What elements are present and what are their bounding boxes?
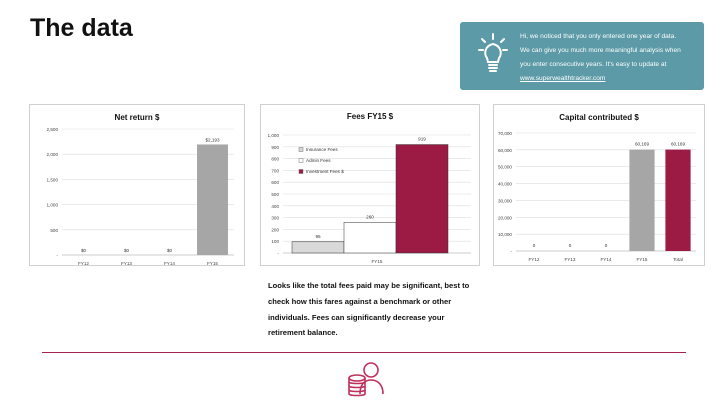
x-tick-label: FY12 (78, 261, 89, 265)
y-tick-label: 40,000 (498, 182, 512, 187)
legend-label: Insurance Fees (306, 147, 338, 152)
data-label: 0 (569, 243, 572, 248)
y-tick-label: - (277, 251, 279, 256)
bar (343, 222, 397, 254)
y-tick-label: 800 (271, 157, 279, 162)
chart-title: Fees FY15 $ (347, 112, 394, 121)
data-label: 0 (605, 243, 608, 248)
x-tick-label: FY15 (207, 261, 218, 265)
x-tick-label: Total (673, 257, 683, 262)
x-tick-label: FY15 (372, 259, 383, 264)
y-tick-label: 30,000 (498, 198, 512, 203)
fees-chart-panel: Fees FY15 $ - 100 200 300 400 500 600 700 800 900 1… (260, 104, 480, 266)
tip-link[interactable]: www.superwealthtracker.com (520, 75, 606, 82)
chart-title: Capital contributed $ (559, 113, 639, 122)
data-label: 95 (315, 234, 321, 239)
x-tick-label: FY14 (164, 261, 175, 265)
y-tick-label: 1,500 (47, 177, 59, 182)
y-tick-label: 2,500 (47, 127, 59, 132)
y-tick-label: 1,000 (47, 203, 59, 208)
bar (665, 149, 691, 251)
fees-commentary: Looks like the total fees paid may be si… (268, 281, 470, 338)
page-title: The data (30, 14, 133, 42)
y-tick-label: 1,000 (268, 133, 280, 138)
x-tick-label: FY14 (601, 257, 612, 262)
tip-line: Hi, we noticed that you only entered one… (520, 33, 677, 40)
legend-label: Admin Fees (306, 158, 331, 163)
y-tick-label: 70,000 (498, 131, 512, 136)
y-tick-label: 20,000 (498, 215, 512, 220)
legend-swatch (298, 158, 304, 163)
capital-chart-panel: Capital contributed $ - 10,000 20,000 30,000… (493, 104, 705, 266)
legend-label: Investment Fees $ (306, 169, 344, 174)
data-label: 260 (366, 214, 374, 219)
data-label: $0 (167, 248, 173, 253)
y-tick-label: 300 (271, 216, 279, 221)
y-tick-label: 2,000 (47, 152, 59, 157)
capital-chart: Capital contributed $ - 10,000 20,000 30,000… (498, 113, 696, 262)
net-return-chart: Net return $ - 500 1,000 1,500 2,000 2,500 $0 FY… (47, 113, 234, 265)
bar (291, 241, 345, 254)
y-tick-label: 400 (271, 204, 279, 209)
chart-title: Net return $ (115, 113, 160, 122)
divider (42, 352, 686, 353)
data-label: $0 (124, 248, 130, 253)
y-tick-label: 100 (271, 239, 279, 244)
data-label: 0 (533, 243, 536, 248)
x-tick-label: FY12 (529, 257, 540, 262)
data-label: 60,169 (635, 142, 649, 147)
x-tick-label: FY13 (565, 257, 576, 262)
y-tick-label: 600 (271, 180, 279, 185)
y-tick-label: 900 (271, 145, 279, 150)
y-tick-label: 700 (271, 168, 279, 173)
y-tick-label: 50,000 (498, 165, 512, 170)
tip-line: We can give you much more meaningful ana… (520, 47, 681, 54)
y-tick-label: 10,000 (498, 232, 512, 237)
data-label: 919 (418, 137, 426, 142)
net-return-chart-panel: Net return $ - 500 1,000 1,500 2,000 2,500 $0 FY… (29, 104, 245, 266)
data-label: $2,193 (205, 137, 219, 142)
y-tick-label: - (510, 249, 512, 254)
bar (197, 144, 228, 255)
lightbulb-icon (478, 33, 508, 72)
tip-line: you enter consecutive years. It's easy t… (520, 61, 667, 68)
fees-chart: Fees FY15 $ - 100 200 300 400 500 600 700 800 900 1… (268, 112, 471, 264)
y-tick-label: 500 (271, 192, 279, 197)
x-tick-label: FY13 (121, 261, 132, 265)
tip-banner: Hi, we noticed that you only entered one… (460, 22, 704, 90)
coins-person-icon (348, 362, 384, 397)
y-tick-label: 500 (50, 228, 58, 233)
data-label: 60,169 (671, 142, 685, 147)
tip-message: Hi, we noticed that you only entered one… (520, 30, 700, 86)
legend-swatch (298, 169, 304, 174)
y-tick-label: 200 (271, 227, 279, 232)
y-tick-label: - (56, 253, 58, 258)
bar (629, 149, 655, 251)
y-tick-label: 60,000 (498, 148, 512, 153)
x-tick-label: FY15 (637, 257, 648, 262)
data-label: $0 (81, 248, 87, 253)
bar (395, 144, 449, 254)
legend-swatch (298, 147, 304, 152)
